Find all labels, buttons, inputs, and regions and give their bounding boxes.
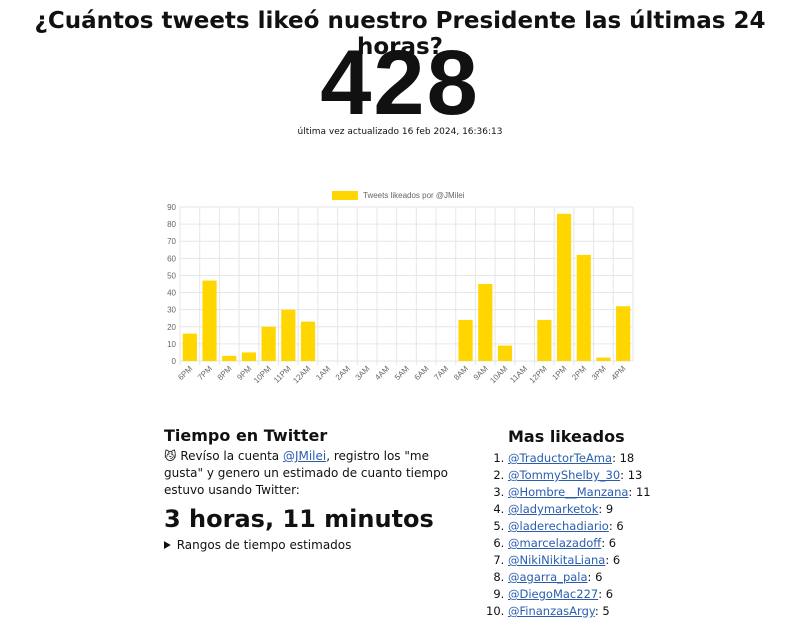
- x-tick-label: 1PM: [550, 364, 568, 382]
- text: , registro los "me gusta" y genero un es…: [164, 449, 449, 497]
- tweet-count: 428: [320, 32, 480, 134]
- time-section: Tiempo en Twitter 😼 Revíso la cuenta @JM…: [164, 427, 454, 554]
- text: Revíso la cuenta: [180, 449, 283, 463]
- list-item: @DiegoMac2276: [508, 586, 788, 603]
- x-tick-label: 9AM: [472, 364, 490, 382]
- bar: [281, 309, 296, 361]
- x-tick-label: 6PM: [176, 364, 194, 382]
- details[interactable]: Rangos de tiempo estimados: [164, 537, 454, 554]
- list-item: @marcelazadoff6: [508, 535, 788, 552]
- x-tick-label: 4PM: [610, 364, 628, 382]
- x-tick-label: 8AM: [452, 364, 470, 382]
- user-link[interactable]: @Hombre__Manzana: [508, 485, 629, 499]
- user-link[interactable]: @TraductorTeAma: [508, 451, 613, 465]
- x-tick-label: 2PM: [570, 364, 588, 382]
- icon: 😼: [164, 449, 177, 463]
- list-item: @TraductorTeAma18: [508, 450, 788, 467]
- like-count: 13: [620, 468, 642, 482]
- bar: [556, 213, 572, 361]
- x-tick-label: 10AM: [488, 364, 509, 385]
- like-count: 9: [598, 502, 613, 516]
- user-link[interactable]: @ladymarketok: [508, 502, 599, 516]
- like-count: 11: [628, 485, 650, 499]
- list-item: @NikiNikitaLiana6: [508, 552, 788, 569]
- x-tick-label: 8PM: [216, 364, 234, 382]
- user-link[interactable]: @TommyShelby_30: [508, 468, 621, 482]
- bar: [478, 284, 493, 361]
- x-tick-label: 6AM: [413, 364, 431, 382]
- x-tick-label: 7PM: [196, 364, 214, 382]
- bar: [202, 280, 217, 361]
- user-link[interactable]: @laderechadiario: [508, 519, 609, 533]
- heading: Mas likeados: [508, 427, 625, 446]
- bar: [300, 321, 316, 361]
- top-section: Mas likeados @TraductorTeAma18@TommyShel…: [488, 427, 788, 620]
- x-tick-label: 5AM: [393, 364, 411, 382]
- x-tick-label: 3PM: [590, 364, 608, 382]
- x-tick-label: 11AM: [508, 364, 529, 385]
- x-tick-label: 9PM: [235, 364, 253, 382]
- bar: [241, 352, 257, 361]
- legend-swatch: [332, 191, 358, 200]
- bar: [537, 319, 552, 361]
- summary[interactable]: Rangos de tiempo estimados: [176, 538, 352, 552]
- like-count: 6: [605, 553, 620, 567]
- x-tick-label: 10PM: [252, 364, 273, 385]
- legend-label: Tweets likeados por @JMilei: [363, 191, 465, 200]
- chart: Tweets likeados por @JMilei 0 10 20 30 40 50 60…: [167, 191, 634, 385]
- y-tick-label: 60: [167, 254, 176, 263]
- bar: [616, 306, 631, 361]
- x-tick-label: 3AM: [354, 364, 372, 382]
- y-tick-label: 80: [167, 220, 176, 229]
- list-item: @agarra_pala6: [508, 569, 788, 586]
- bar: [596, 357, 611, 361]
- list-item: @ladymarketok9: [508, 501, 788, 518]
- like-count: 6: [609, 519, 624, 533]
- y-tick-label: 70: [167, 237, 176, 246]
- link[interactable]: @JMilei: [282, 449, 327, 463]
- y-tick-label: 10: [167, 340, 176, 349]
- x-tick-label: 12AM: [291, 364, 312, 385]
- user-link[interactable]: @FinanzasArgy: [508, 604, 595, 618]
- bar: [261, 326, 276, 361]
- x-tick-label: 12PM: [528, 364, 549, 385]
- user-link[interactable]: @DiegoMac227: [508, 587, 599, 601]
- bar: [222, 355, 237, 361]
- user-link[interactable]: @marcelazadoff: [508, 536, 602, 550]
- y-tick-label: 0: [172, 357, 177, 366]
- user-link[interactable]: @NikiNikitaLiana: [508, 553, 606, 567]
- x-tick-label: 4AM: [373, 364, 391, 382]
- x-tick-label: 11PM: [272, 364, 293, 385]
- bar: [497, 345, 513, 361]
- x-tick-label: 7AM: [432, 364, 450, 382]
- estimate: 3 horas, 11 minutos: [164, 505, 434, 533]
- updated: última vez actualizado 16 feb 2024, 16:3…: [297, 127, 503, 137]
- like-count: 18: [612, 451, 634, 465]
- list-item: @TommyShelby_3013: [508, 467, 788, 484]
- bar: [182, 333, 197, 361]
- x-tick-label: 1AM: [314, 364, 332, 382]
- y-tick-label: 30: [167, 306, 176, 315]
- like-count: 6: [601, 536, 616, 550]
- y-tick-label: 20: [167, 323, 176, 332]
- bar: [458, 319, 473, 361]
- list-item: @FinanzasArgy5: [508, 603, 788, 620]
- like-count: 6: [598, 587, 613, 601]
- heading: Tiempo en Twitter: [164, 426, 328, 445]
- description: 😼 Revíso la cuenta @JMilei, registro los…: [164, 448, 454, 499]
- bar: [576, 254, 591, 361]
- y-tick-label: 50: [167, 271, 176, 280]
- list-item: @Hombre__Manzana11: [508, 484, 788, 501]
- y-tick-label: 40: [167, 289, 176, 298]
- like-count: 6: [588, 570, 603, 584]
- like-count: 5: [595, 604, 610, 618]
- user-link[interactable]: @agarra_pala: [508, 570, 588, 584]
- y-tick-label: 90: [167, 203, 176, 212]
- list: @TraductorTeAma18@TommyShelby_3013@Hombr…: [488, 450, 788, 620]
- title: ¿Cuántos tweets likeó nuestro Presidente…: [34, 8, 766, 60]
- x-tick-label: 2AM: [334, 364, 352, 382]
- list-item: @laderechadiario6: [508, 518, 788, 535]
